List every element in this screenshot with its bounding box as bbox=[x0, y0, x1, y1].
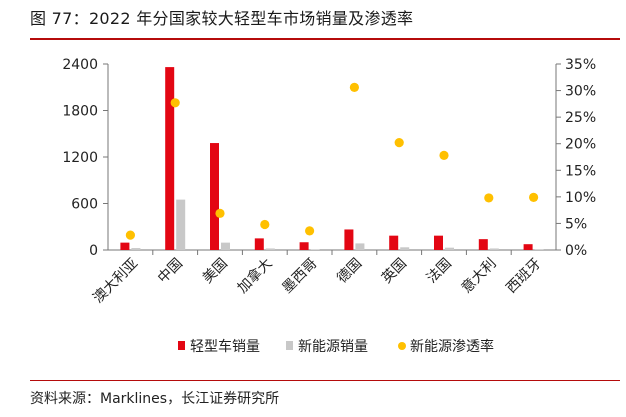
point-nev-penetration bbox=[394, 138, 404, 148]
point-nev-penetration bbox=[484, 193, 494, 203]
right-tick-label: 30% bbox=[565, 84, 596, 100]
title-divider bbox=[30, 38, 620, 40]
left-tick-label: 1200 bbox=[62, 150, 98, 166]
legend-nev-sales-label: 新能源销量 bbox=[298, 339, 368, 355]
point-nev-penetration bbox=[260, 219, 270, 230]
point-nev-penetration bbox=[529, 192, 539, 202]
point-nev-penetration bbox=[349, 82, 359, 92]
bar-light-vehicle-sales bbox=[344, 229, 354, 250]
point-nev-penetration bbox=[125, 230, 135, 240]
footer-divider bbox=[30, 380, 620, 381]
right-tick-label: 35% bbox=[565, 57, 596, 73]
right-tick-label: 25% bbox=[565, 110, 596, 126]
legend-light-vehicle-sales-swatch bbox=[178, 341, 185, 350]
bar-light-vehicle-sales bbox=[165, 67, 175, 250]
bar-nev-sales bbox=[534, 249, 544, 250]
point-nev-penetration bbox=[170, 98, 180, 108]
category-label: 墨西哥 bbox=[279, 256, 320, 297]
source-note: 资料来源：Marklines，长江证券研究所 bbox=[30, 391, 280, 407]
category-label: 澳大利亚 bbox=[90, 256, 141, 307]
figure-title: 图 77：2022 年分国家较大轻型车市场销量及渗透率 bbox=[30, 9, 414, 28]
bar-light-vehicle-sales bbox=[389, 235, 399, 250]
left-tick-label: 600 bbox=[71, 197, 98, 213]
bar-nev-sales bbox=[355, 243, 365, 250]
category-label: 英国 bbox=[378, 255, 410, 287]
left-tick-label: 1800 bbox=[62, 104, 98, 120]
category-label: 意大利 bbox=[458, 255, 500, 297]
bar-light-vehicle-sales bbox=[299, 242, 309, 250]
right-tick-label: 15% bbox=[565, 163, 596, 179]
bar-nev-sales bbox=[176, 199, 186, 250]
right-tick-label: 0% bbox=[565, 243, 587, 259]
bar-light-vehicle-sales bbox=[254, 238, 264, 250]
category-label: 美国 bbox=[200, 256, 231, 287]
category-label: 德国 bbox=[334, 256, 365, 287]
bar-nev-sales bbox=[221, 242, 230, 250]
bar-light-vehicle-sales bbox=[434, 235, 443, 250]
bar-light-vehicle-sales bbox=[523, 244, 533, 250]
right-tick-label: 10% bbox=[565, 190, 596, 206]
point-nev-penetration bbox=[305, 226, 315, 236]
bar-light-vehicle-sales bbox=[478, 239, 488, 250]
bar-nev-sales bbox=[265, 248, 275, 250]
bar-light-vehicle-sales bbox=[120, 242, 130, 250]
category-label: 法国 bbox=[424, 256, 455, 287]
sales-penetration-chart: 0 600 1200 1800 2400 0% 5% 10% 15% 20% 25% 30% 35% 澳… bbox=[62, 57, 596, 355]
legend-nev-penetration-swatch bbox=[398, 342, 406, 350]
legend-nev-sales-swatch bbox=[286, 341, 293, 350]
bar-nev-sales bbox=[400, 247, 410, 250]
point-nev-penetration bbox=[215, 208, 225, 218]
category-label: 西班牙 bbox=[503, 256, 544, 297]
bar-light-vehicle-sales bbox=[210, 143, 219, 250]
point-nev-penetration bbox=[439, 150, 449, 161]
legend-light-vehicle-sales-label: 轻型车销量 bbox=[190, 338, 260, 355]
bar-nev-sales bbox=[131, 248, 141, 250]
category-label: 加拿大 bbox=[234, 255, 276, 297]
bar-nev-sales bbox=[489, 248, 499, 250]
bar-nev-sales bbox=[445, 247, 454, 250]
right-tick-label: 20% bbox=[565, 137, 596, 153]
right-tick-label: 5% bbox=[565, 216, 587, 232]
left-tick-label: 2400 bbox=[62, 57, 98, 73]
category-label: 中国 bbox=[155, 256, 186, 287]
legend-nev-penetration-label: 新能源渗透率 bbox=[410, 338, 494, 355]
left-tick-label: 0 bbox=[89, 243, 98, 259]
